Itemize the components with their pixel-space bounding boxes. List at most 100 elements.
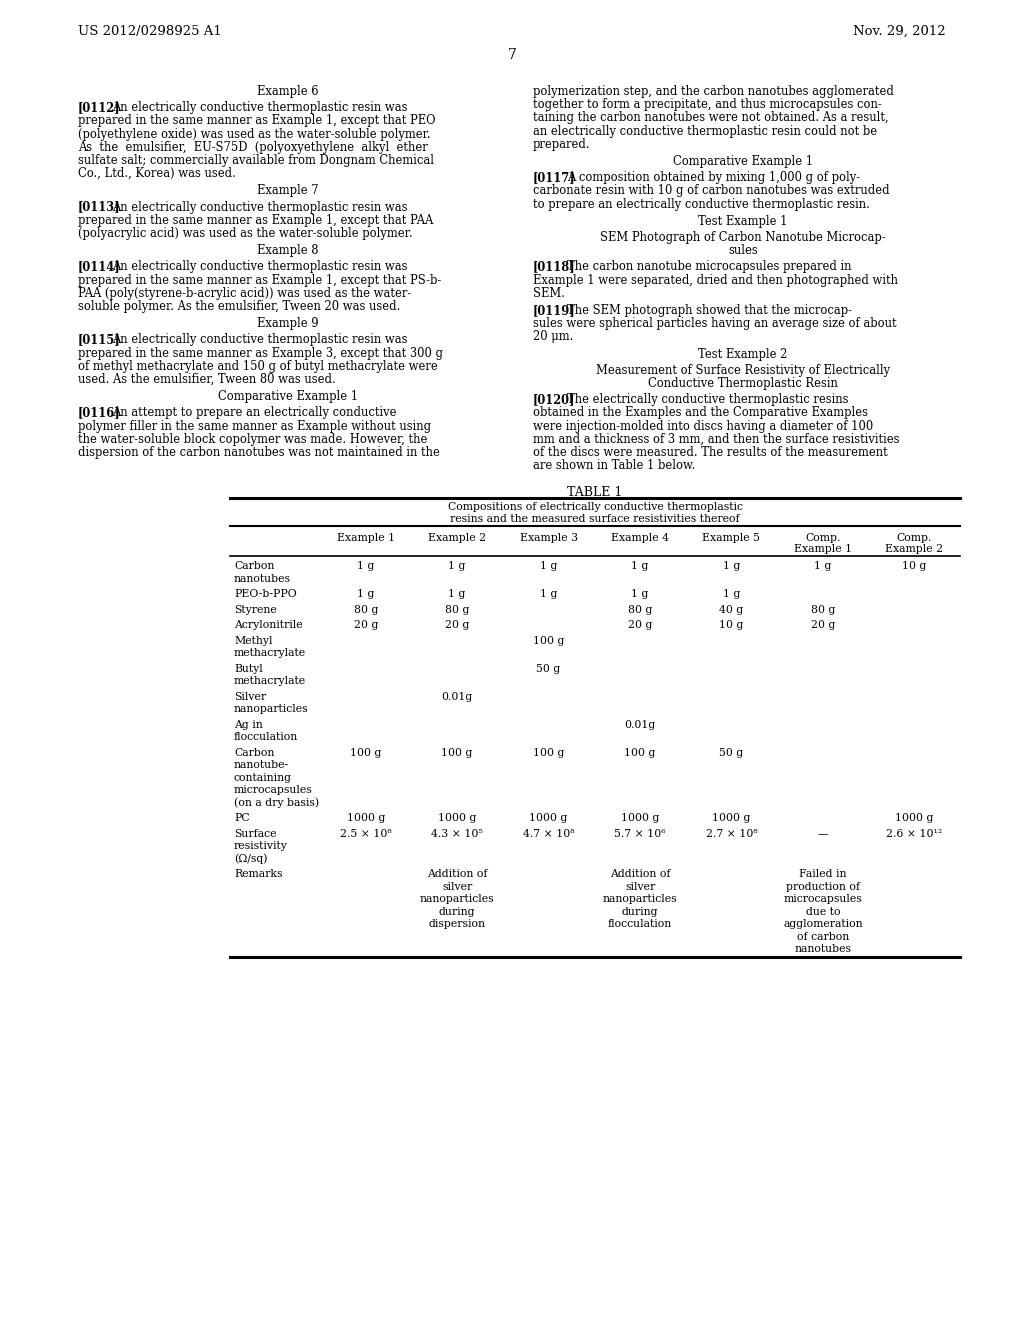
Text: The electrically conductive thermoplastic resins: The electrically conductive thermoplasti… xyxy=(567,393,849,407)
Text: 100 g: 100 g xyxy=(441,748,473,758)
Text: silver: silver xyxy=(625,882,655,892)
Text: 1 g: 1 g xyxy=(540,561,557,572)
Text: microcapsules: microcapsules xyxy=(234,785,312,796)
Text: Example 2: Example 2 xyxy=(885,544,943,554)
Text: Nov. 29, 2012: Nov. 29, 2012 xyxy=(853,25,946,38)
Text: [0114]: [0114] xyxy=(78,260,121,273)
Text: dispersion: dispersion xyxy=(429,920,485,929)
Text: are shown in Table 1 below.: are shown in Table 1 below. xyxy=(534,459,695,473)
Text: 20 g: 20 g xyxy=(445,620,469,631)
Text: 80 g: 80 g xyxy=(445,605,469,615)
Text: A composition obtained by mixing 1,000 g of poly-: A composition obtained by mixing 1,000 g… xyxy=(567,172,860,185)
Text: prepared in the same manner as Example 1, except that PS-b-: prepared in the same manner as Example 1… xyxy=(78,273,441,286)
Text: nanoparticles: nanoparticles xyxy=(234,705,308,714)
Text: The carbon nanotube microcapsules prepared in: The carbon nanotube microcapsules prepar… xyxy=(567,260,852,273)
Text: together to form a precipitate, and thus microcapsules con-: together to form a precipitate, and thus… xyxy=(534,98,882,111)
Text: carbonate resin with 10 g of carbon nanotubes was extruded: carbonate resin with 10 g of carbon nano… xyxy=(534,185,890,198)
Text: 100 g: 100 g xyxy=(350,748,381,758)
Text: 1 g: 1 g xyxy=(632,590,648,599)
Text: nanoparticles: nanoparticles xyxy=(420,895,495,904)
Text: Test Example 1: Test Example 1 xyxy=(698,215,787,228)
Text: 100 g: 100 g xyxy=(625,748,655,758)
Text: 1 g: 1 g xyxy=(540,590,557,599)
Text: 40 g: 40 g xyxy=(719,605,743,615)
Text: Remarks: Remarks xyxy=(234,870,283,879)
Text: US 2012/0298925 A1: US 2012/0298925 A1 xyxy=(78,25,222,38)
Text: PEO-b-PPO: PEO-b-PPO xyxy=(234,590,297,599)
Text: 20 g: 20 g xyxy=(628,620,652,631)
Text: Example 1: Example 1 xyxy=(794,544,852,554)
Text: used. As the emulsifier, Tween 80 was used.: used. As the emulsifier, Tween 80 was us… xyxy=(78,374,336,385)
Text: (Ω/sq): (Ω/sq) xyxy=(234,854,267,865)
Text: 50 g: 50 g xyxy=(719,748,743,758)
Text: Example 8: Example 8 xyxy=(257,244,318,257)
Text: 1 g: 1 g xyxy=(814,561,831,572)
Text: 100 g: 100 g xyxy=(532,636,564,645)
Text: 80 g: 80 g xyxy=(628,605,652,615)
Text: Example 1 were separated, dried and then photographed with: Example 1 were separated, dried and then… xyxy=(534,273,898,286)
Text: 20 g: 20 g xyxy=(353,620,378,631)
Text: Failed in: Failed in xyxy=(799,870,847,879)
Text: prepared in the same manner as Example 1, except that PAA: prepared in the same manner as Example 1… xyxy=(78,214,433,227)
Text: Example 1: Example 1 xyxy=(337,533,395,544)
Text: [0116]: [0116] xyxy=(78,407,121,420)
Text: obtained in the Examples and the Comparative Examples: obtained in the Examples and the Compara… xyxy=(534,407,868,420)
Text: 1 g: 1 g xyxy=(449,561,466,572)
Text: An electrically conductive thermoplastic resin was: An electrically conductive thermoplastic… xyxy=(113,334,408,346)
Text: 80 g: 80 g xyxy=(811,605,835,615)
Text: 10 g: 10 g xyxy=(719,620,743,631)
Text: sules were spherical particles having an average size of about: sules were spherical particles having an… xyxy=(534,317,897,330)
Text: Test Example 2: Test Example 2 xyxy=(698,347,787,360)
Text: 1 g: 1 g xyxy=(723,561,740,572)
Text: Carbon: Carbon xyxy=(234,561,274,572)
Text: SEM.: SEM. xyxy=(534,286,565,300)
Text: [0119]: [0119] xyxy=(534,304,575,317)
Text: An electrically conductive thermoplastic resin was: An electrically conductive thermoplastic… xyxy=(113,102,408,115)
Text: during: during xyxy=(439,907,475,917)
Text: PC: PC xyxy=(234,813,250,824)
Text: resins and the measured surface resistivities thereof: resins and the measured surface resistiv… xyxy=(451,515,739,524)
Text: Compositions of electrically conductive thermoplastic: Compositions of electrically conductive … xyxy=(447,503,742,512)
Text: silver: silver xyxy=(442,882,472,892)
Text: (polyacrylic acid) was used as the water-soluble polymer.: (polyacrylic acid) was used as the water… xyxy=(78,227,413,240)
Text: 1 g: 1 g xyxy=(357,561,375,572)
Text: Example 3: Example 3 xyxy=(519,533,578,544)
Text: An attempt to prepare an electrically conductive: An attempt to prepare an electrically co… xyxy=(113,407,397,420)
Text: Comparative Example 1: Comparative Example 1 xyxy=(673,154,813,168)
Text: 0.01g: 0.01g xyxy=(441,692,473,702)
Text: 100 g: 100 g xyxy=(532,748,564,758)
Text: Methyl: Methyl xyxy=(234,636,272,645)
Text: methacrylate: methacrylate xyxy=(234,676,306,686)
Text: 2.5 × 10⁸: 2.5 × 10⁸ xyxy=(340,829,391,840)
Text: 2.7 × 10⁸: 2.7 × 10⁸ xyxy=(706,829,757,840)
Text: nanotube-: nanotube- xyxy=(234,760,289,771)
Text: [0120]: [0120] xyxy=(534,393,575,407)
Text: Conductive Thermoplastic Resin: Conductive Thermoplastic Resin xyxy=(648,378,838,389)
Text: microcapsules: microcapsules xyxy=(783,895,862,904)
Text: methacrylate: methacrylate xyxy=(234,648,306,659)
Text: Carbon: Carbon xyxy=(234,748,274,758)
Text: SEM Photograph of Carbon Nanotube Microcap-: SEM Photograph of Carbon Nanotube Microc… xyxy=(600,231,886,244)
Text: 1 g: 1 g xyxy=(449,590,466,599)
Text: due to: due to xyxy=(806,907,840,917)
Text: (polyethylene oxide) was used as the water-soluble polymer.: (polyethylene oxide) was used as the wat… xyxy=(78,128,431,141)
Text: prepared in the same manner as Example 1, except that PEO: prepared in the same manner as Example 1… xyxy=(78,115,435,128)
Text: 0.01g: 0.01g xyxy=(625,719,655,730)
Text: Butyl: Butyl xyxy=(234,664,263,675)
Text: mm and a thickness of 3 mm, and then the surface resistivities: mm and a thickness of 3 mm, and then the… xyxy=(534,433,899,446)
Text: dispersion of the carbon nanotubes was not maintained in the: dispersion of the carbon nanotubes was n… xyxy=(78,446,440,459)
Text: 20 μm.: 20 μm. xyxy=(534,330,573,343)
Text: 1 g: 1 g xyxy=(632,561,648,572)
Text: TABLE 1: TABLE 1 xyxy=(567,486,623,499)
Text: 50 g: 50 g xyxy=(537,664,561,675)
Text: 1000 g: 1000 g xyxy=(895,813,934,824)
Text: resistivity: resistivity xyxy=(234,841,288,851)
Text: prepared in the same manner as Example 3, except that 300 g: prepared in the same manner as Example 3… xyxy=(78,347,443,359)
Text: [0117]: [0117] xyxy=(534,172,575,185)
Text: 20 g: 20 g xyxy=(811,620,835,631)
Text: 1000 g: 1000 g xyxy=(713,813,751,824)
Text: Ag in: Ag in xyxy=(234,719,263,730)
Text: Styrene: Styrene xyxy=(234,605,276,615)
Text: (on a dry basis): (on a dry basis) xyxy=(234,797,319,808)
Text: 1000 g: 1000 g xyxy=(346,813,385,824)
